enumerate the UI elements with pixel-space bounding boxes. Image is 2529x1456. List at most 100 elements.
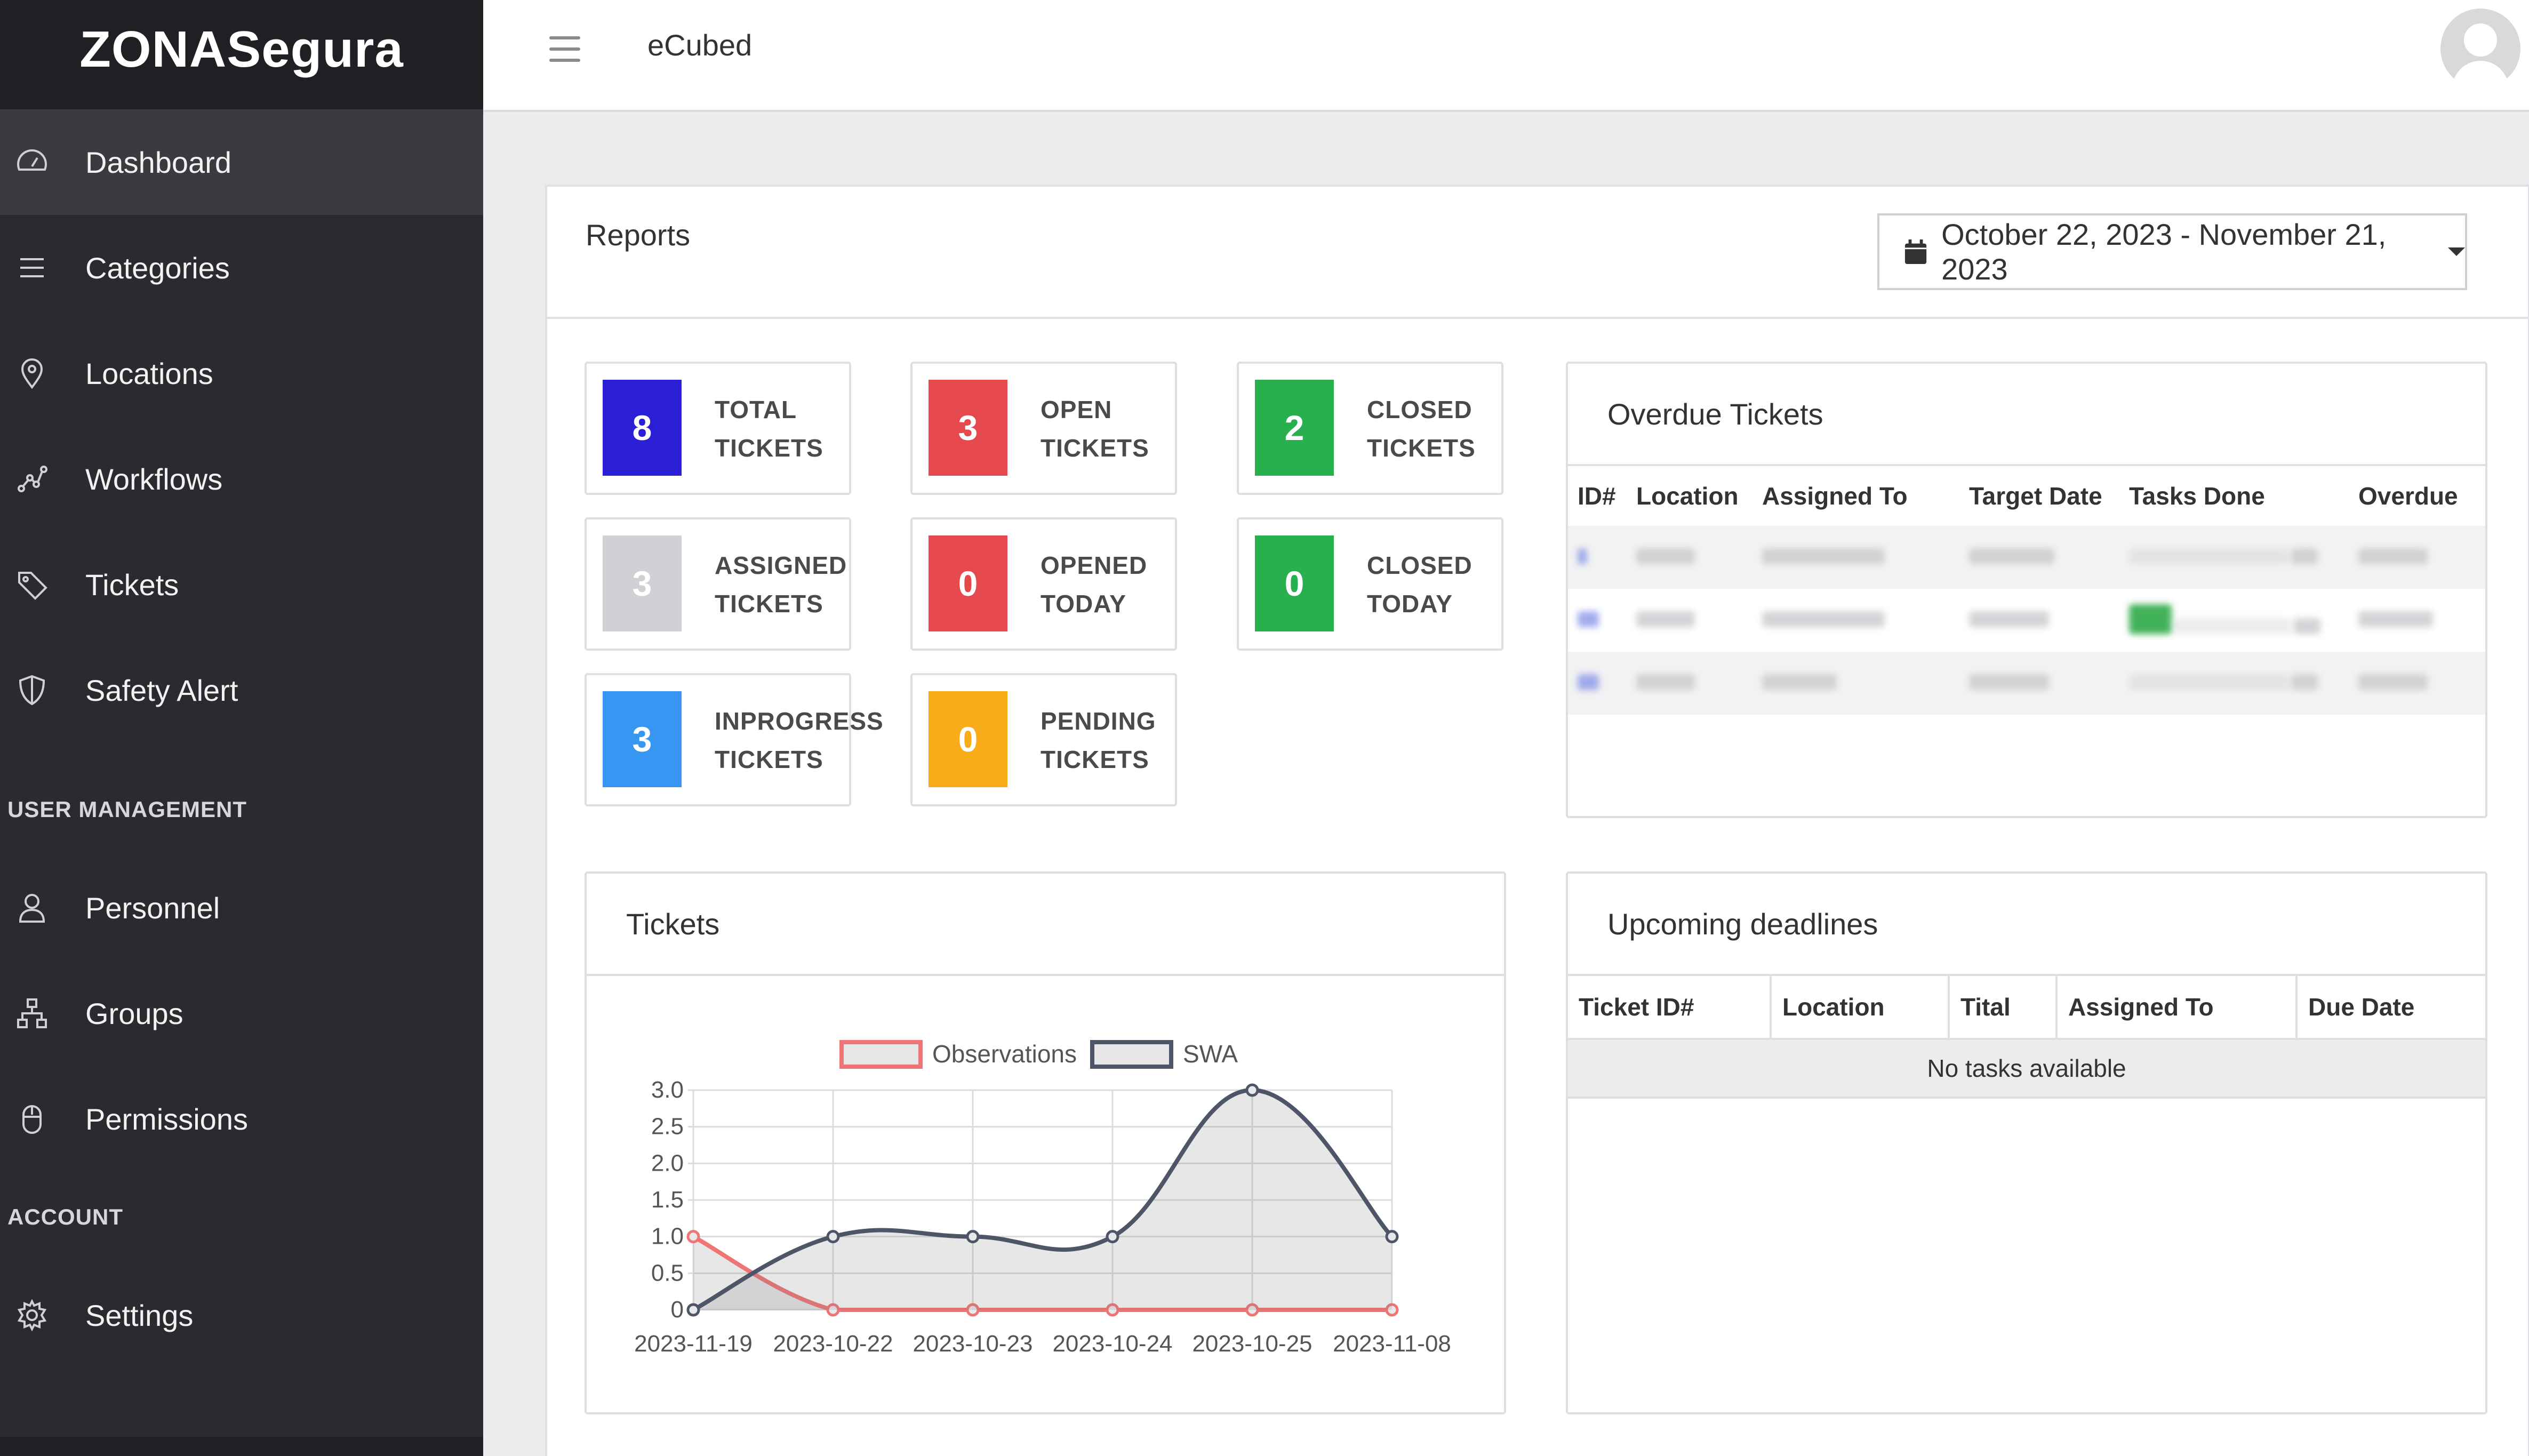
- series-line-observations: [692, 1235, 1392, 1312]
- data-point: [686, 1303, 700, 1317]
- sidebar-item-safety-alert[interactable]: Safety Alert: [0, 637, 483, 743]
- y-tick-label: 0.5: [651, 1260, 684, 1286]
- y-tick-label: 0: [671, 1297, 684, 1323]
- sidebar-footer-bar: [0, 1437, 483, 1456]
- app-title: eCubed: [647, 28, 753, 62]
- gauge-icon: [13, 143, 51, 181]
- gear-icon: [13, 1296, 51, 1334]
- column-header[interactable]: Due Date: [2295, 976, 2485, 1040]
- tickets-chart-title: Tickets: [587, 874, 1504, 976]
- y-tick-label: 2.5: [651, 1114, 684, 1140]
- stat-value: 8: [603, 380, 682, 476]
- sidebar-item-label: Groups: [85, 996, 183, 1030]
- stat-closed-today[interactable]: 0 CLOSED TODAY: [1237, 517, 1503, 651]
- series-area: [693, 1236, 1392, 1310]
- redacted-cell: [1627, 526, 1752, 589]
- sidebar-item-locations[interactable]: Locations: [0, 321, 483, 426]
- shield-icon: [13, 671, 51, 709]
- column-header[interactable]: Target Date: [1969, 482, 2102, 510]
- stat-assigned-tickets[interactable]: 3 ASSIGNED TICKETS: [585, 517, 851, 651]
- stat-label: CLOSED TODAY: [1367, 551, 1472, 618]
- column-header[interactable]: Tital: [1948, 976, 2058, 1040]
- column-header[interactable]: Assigned To: [1762, 482, 1908, 510]
- x-tick-label: 2023-11-08: [1333, 1331, 1451, 1357]
- column-header[interactable]: Overdue: [2358, 482, 2458, 510]
- sidebar-item-permissions[interactable]: Permissions: [0, 1066, 483, 1172]
- avatar[interactable]: [2440, 9, 2520, 89]
- table-row[interactable]: [1568, 652, 2485, 715]
- stat-label: TOTAL TICKETS: [715, 396, 823, 462]
- stat-inprogress-tickets[interactable]: 3 INPROGRESS TICKETS: [585, 673, 883, 806]
- sidebar-item-label: Categories: [85, 251, 230, 285]
- upcoming-deadlines-card: Upcoming deadlines Ticket ID# Location T…: [1566, 871, 2487, 1414]
- data-point: [826, 1230, 840, 1244]
- data-point: [1245, 1083, 1259, 1097]
- redacted-cell: [1752, 526, 1959, 589]
- stat-open-tickets[interactable]: 3 OPEN TICKETS: [910, 362, 1177, 495]
- redacted-cell: [1752, 589, 1959, 652]
- table-row[interactable]: [1568, 589, 2485, 652]
- sidebar-item-groups[interactable]: Groups: [0, 961, 483, 1066]
- stat-label: OPEN TICKETS: [1041, 396, 1149, 462]
- redacted-cell: [1568, 526, 1627, 589]
- column-header[interactable]: Assigned To: [2055, 976, 2298, 1040]
- data-point: [1385, 1230, 1399, 1244]
- sidebar-item-categories[interactable]: Categories: [0, 215, 483, 321]
- redacted-cell: [1959, 652, 2119, 715]
- sidebar: ZONASegura Dashboard Categories Location…: [0, 0, 483, 1456]
- table-row[interactable]: [1568, 526, 2485, 589]
- map-pin-icon: [13, 354, 51, 393]
- chart-svg: 3.0 2.5 2.0 1.5 1.0 0.5 0 2023-11-19 2023-10-22 2…: [634, 1040, 1451, 1357]
- redacted-cell: [1568, 589, 1627, 652]
- sidebar-item-settings[interactable]: Settings: [0, 1262, 483, 1368]
- stat-pending-tickets[interactable]: 0 PENDING TICKETS: [910, 673, 1177, 806]
- data-point: [966, 1303, 980, 1317]
- sidebar-item-label: Locations: [85, 356, 213, 390]
- sidebar-item-workflows[interactable]: Workflows: [0, 426, 483, 532]
- stat-label: INPROGRESS TICKETS: [715, 707, 884, 773]
- chevron-down-icon: [2448, 247, 2465, 256]
- y-tick-label: 1.5: [651, 1187, 684, 1213]
- legend-swatch: [1090, 1040, 1173, 1069]
- menu-toggle-icon[interactable]: [549, 33, 580, 65]
- tickets-line-chart: 3.0 2.5 2.0 1.5 1.0 0.5 0 2023-11-19 2023-10-22 2…: [587, 978, 1504, 1405]
- stat-value: 0: [929, 691, 1007, 787]
- legend-swatch: [839, 1040, 923, 1069]
- data-point: [1106, 1303, 1119, 1317]
- stat-value: 3: [603, 691, 682, 787]
- y-tick-label: 2.0: [651, 1150, 684, 1176]
- date-range-picker[interactable]: October 22, 2023 - November 21, 2023: [1877, 213, 2467, 290]
- stat-total-tickets[interactable]: 8 TOTAL TICKETS: [585, 362, 851, 495]
- sidebar-item-label: Settings: [85, 1298, 194, 1332]
- series-area: [693, 1090, 1392, 1310]
- column-header[interactable]: Location: [1636, 482, 1739, 510]
- stat-closed-tickets[interactable]: 2 CLOSED TICKETS: [1237, 362, 1503, 495]
- column-header[interactable]: Location: [1770, 976, 1950, 1040]
- data-point: [686, 1230, 700, 1244]
- overdue-tickets-title: Overdue Tickets: [1568, 364, 2485, 466]
- sitemap-icon: [13, 994, 51, 1033]
- top-bar: eCubed: [483, 0, 2529, 112]
- sidebar-item-dashboard[interactable]: Dashboard: [0, 109, 483, 215]
- mouse-icon: [13, 1100, 51, 1138]
- sidebar-item-label: Personnel: [85, 891, 220, 925]
- sidebar-item-personnel[interactable]: Personnel: [0, 855, 483, 961]
- legend-label: SWA: [1183, 1040, 1238, 1068]
- user-management-heading: USER MANAGEMENT: [7, 797, 247, 822]
- redacted-cell: [1627, 589, 1752, 652]
- calendar-icon: [1904, 239, 1927, 265]
- redacted-cell: [2349, 589, 2485, 652]
- column-header[interactable]: ID#: [1578, 482, 1616, 510]
- stat-label: OPENED TODAY: [1041, 551, 1148, 618]
- empty-message: No tasks available: [1568, 1039, 2485, 1099]
- page-title: Reports: [586, 218, 691, 252]
- column-header[interactable]: Ticket ID#: [1568, 976, 1772, 1040]
- sidebar-item-tickets[interactable]: Tickets: [0, 532, 483, 637]
- stat-opened-today[interactable]: 0 OPENED TODAY: [910, 517, 1177, 651]
- brand-logo: ZONASegura: [0, 0, 483, 109]
- account-heading: ACCOUNT: [7, 1204, 123, 1229]
- column-header[interactable]: Tasks Done: [2129, 482, 2265, 510]
- stat-value: 3: [929, 380, 1007, 476]
- x-tick-label: 2023-11-19: [634, 1331, 753, 1357]
- redacted-cell: [1959, 526, 2119, 589]
